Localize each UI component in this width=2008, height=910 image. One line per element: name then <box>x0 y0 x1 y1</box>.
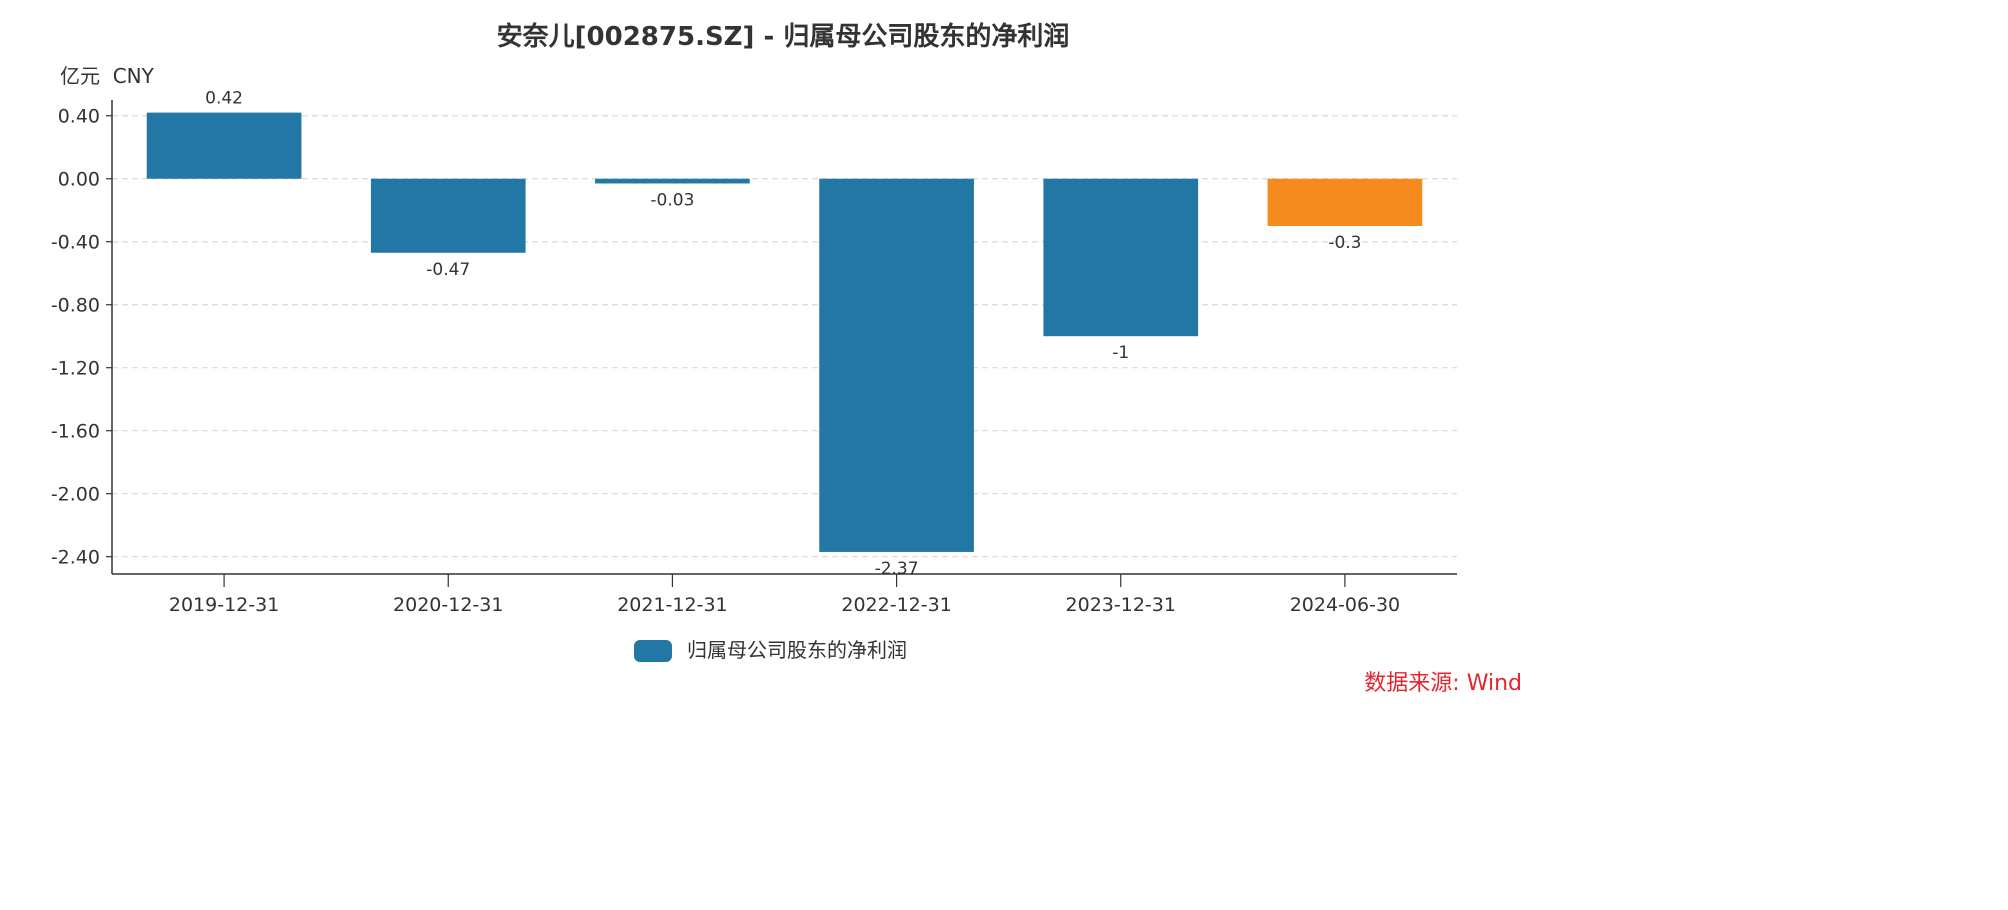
x-tick-label: 2021-12-31 <box>617 594 727 616</box>
bar <box>370 178 526 253</box>
bar <box>595 178 750 184</box>
x-tick-label: 2024-06-30 <box>1290 594 1400 616</box>
legend-label: 归属母公司股东的净利润 <box>687 638 907 662</box>
y-tick-label: -2.40 <box>51 547 100 569</box>
y-tick-label: 0.00 <box>58 169 100 191</box>
bar <box>1267 178 1423 226</box>
y-tick-label: -0.80 <box>51 295 100 317</box>
bars <box>146 112 1423 552</box>
bar <box>146 112 302 179</box>
y-tick-label: 0.40 <box>58 106 100 128</box>
y-tick-label: -2.00 <box>51 484 100 506</box>
data-label: 0.42 <box>205 89 243 109</box>
x-tick-label: 2022-12-31 <box>841 594 951 616</box>
data-label: -0.47 <box>426 260 470 280</box>
y-tick-label: -1.60 <box>51 421 100 443</box>
x-tick-label: 2020-12-31 <box>393 594 503 616</box>
axes <box>111 100 1457 575</box>
y-tick-label: -1.20 <box>51 358 100 380</box>
chart: 安奈儿[002875.SZ] - 归属母公司股东的净利润 亿元 CNY 0.42… <box>51 21 1522 696</box>
y-tick-label: -0.40 <box>51 232 100 254</box>
bar <box>819 178 974 552</box>
y-axis-unit-label: 亿元 CNY <box>60 64 155 88</box>
bar <box>1043 178 1199 337</box>
data-label: -1 <box>1112 343 1129 363</box>
x-tick-label: 2019-12-31 <box>169 594 279 616</box>
y-axis-ticks: 0.40 0.00 -0.40 -0.80 -1.20 -1.60 -2.00 -2.40 <box>51 106 112 569</box>
chart-title: 安奈儿[002875.SZ] - 归属母公司股东的净利润 <box>497 21 1070 52</box>
gridlines <box>112 115 1457 558</box>
legend: 归属母公司股东的净利润 <box>634 638 907 662</box>
data-label: -0.03 <box>650 190 694 210</box>
x-tick-label: 2023-12-31 <box>1066 594 1176 616</box>
data-label: -0.3 <box>1328 233 1361 253</box>
legend-swatch <box>634 640 672 662</box>
data-source: 数据来源: Wind <box>1364 671 1522 696</box>
x-axis-ticks: 2019-12-31 2020-12-31 2021-12-31 2022-12-31… <box>169 574 1400 616</box>
